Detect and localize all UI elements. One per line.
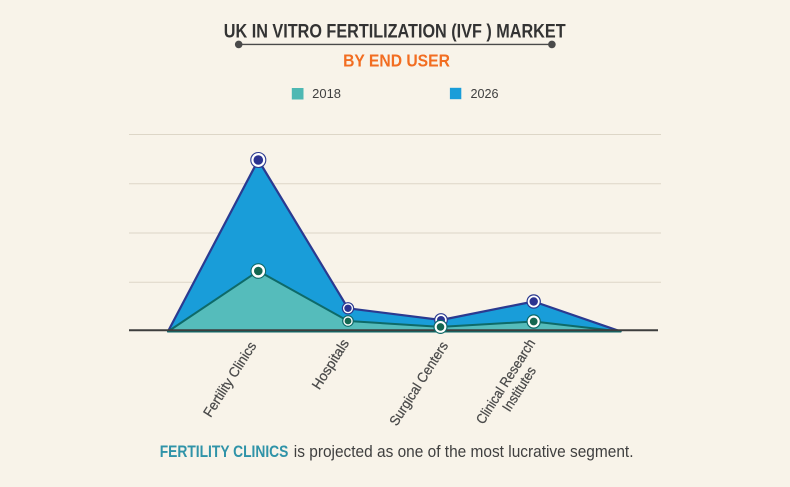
svg-text:UK IN VITRO FERTILIZATION (IVF: UK IN VITRO FERTILIZATION (IVF ) MARKET	[224, 22, 566, 43]
svg-text:2026: 2026	[471, 86, 499, 101]
svg-text:is projected as one of the mos: is projected as one of the most lucrativ…	[294, 443, 634, 461]
svg-text:FERTILITY CLINICS: FERTILITY CLINICS	[160, 443, 289, 461]
svg-text:2018: 2018	[312, 86, 341, 101]
svg-text:BY END USER: BY END USER	[343, 50, 450, 70]
